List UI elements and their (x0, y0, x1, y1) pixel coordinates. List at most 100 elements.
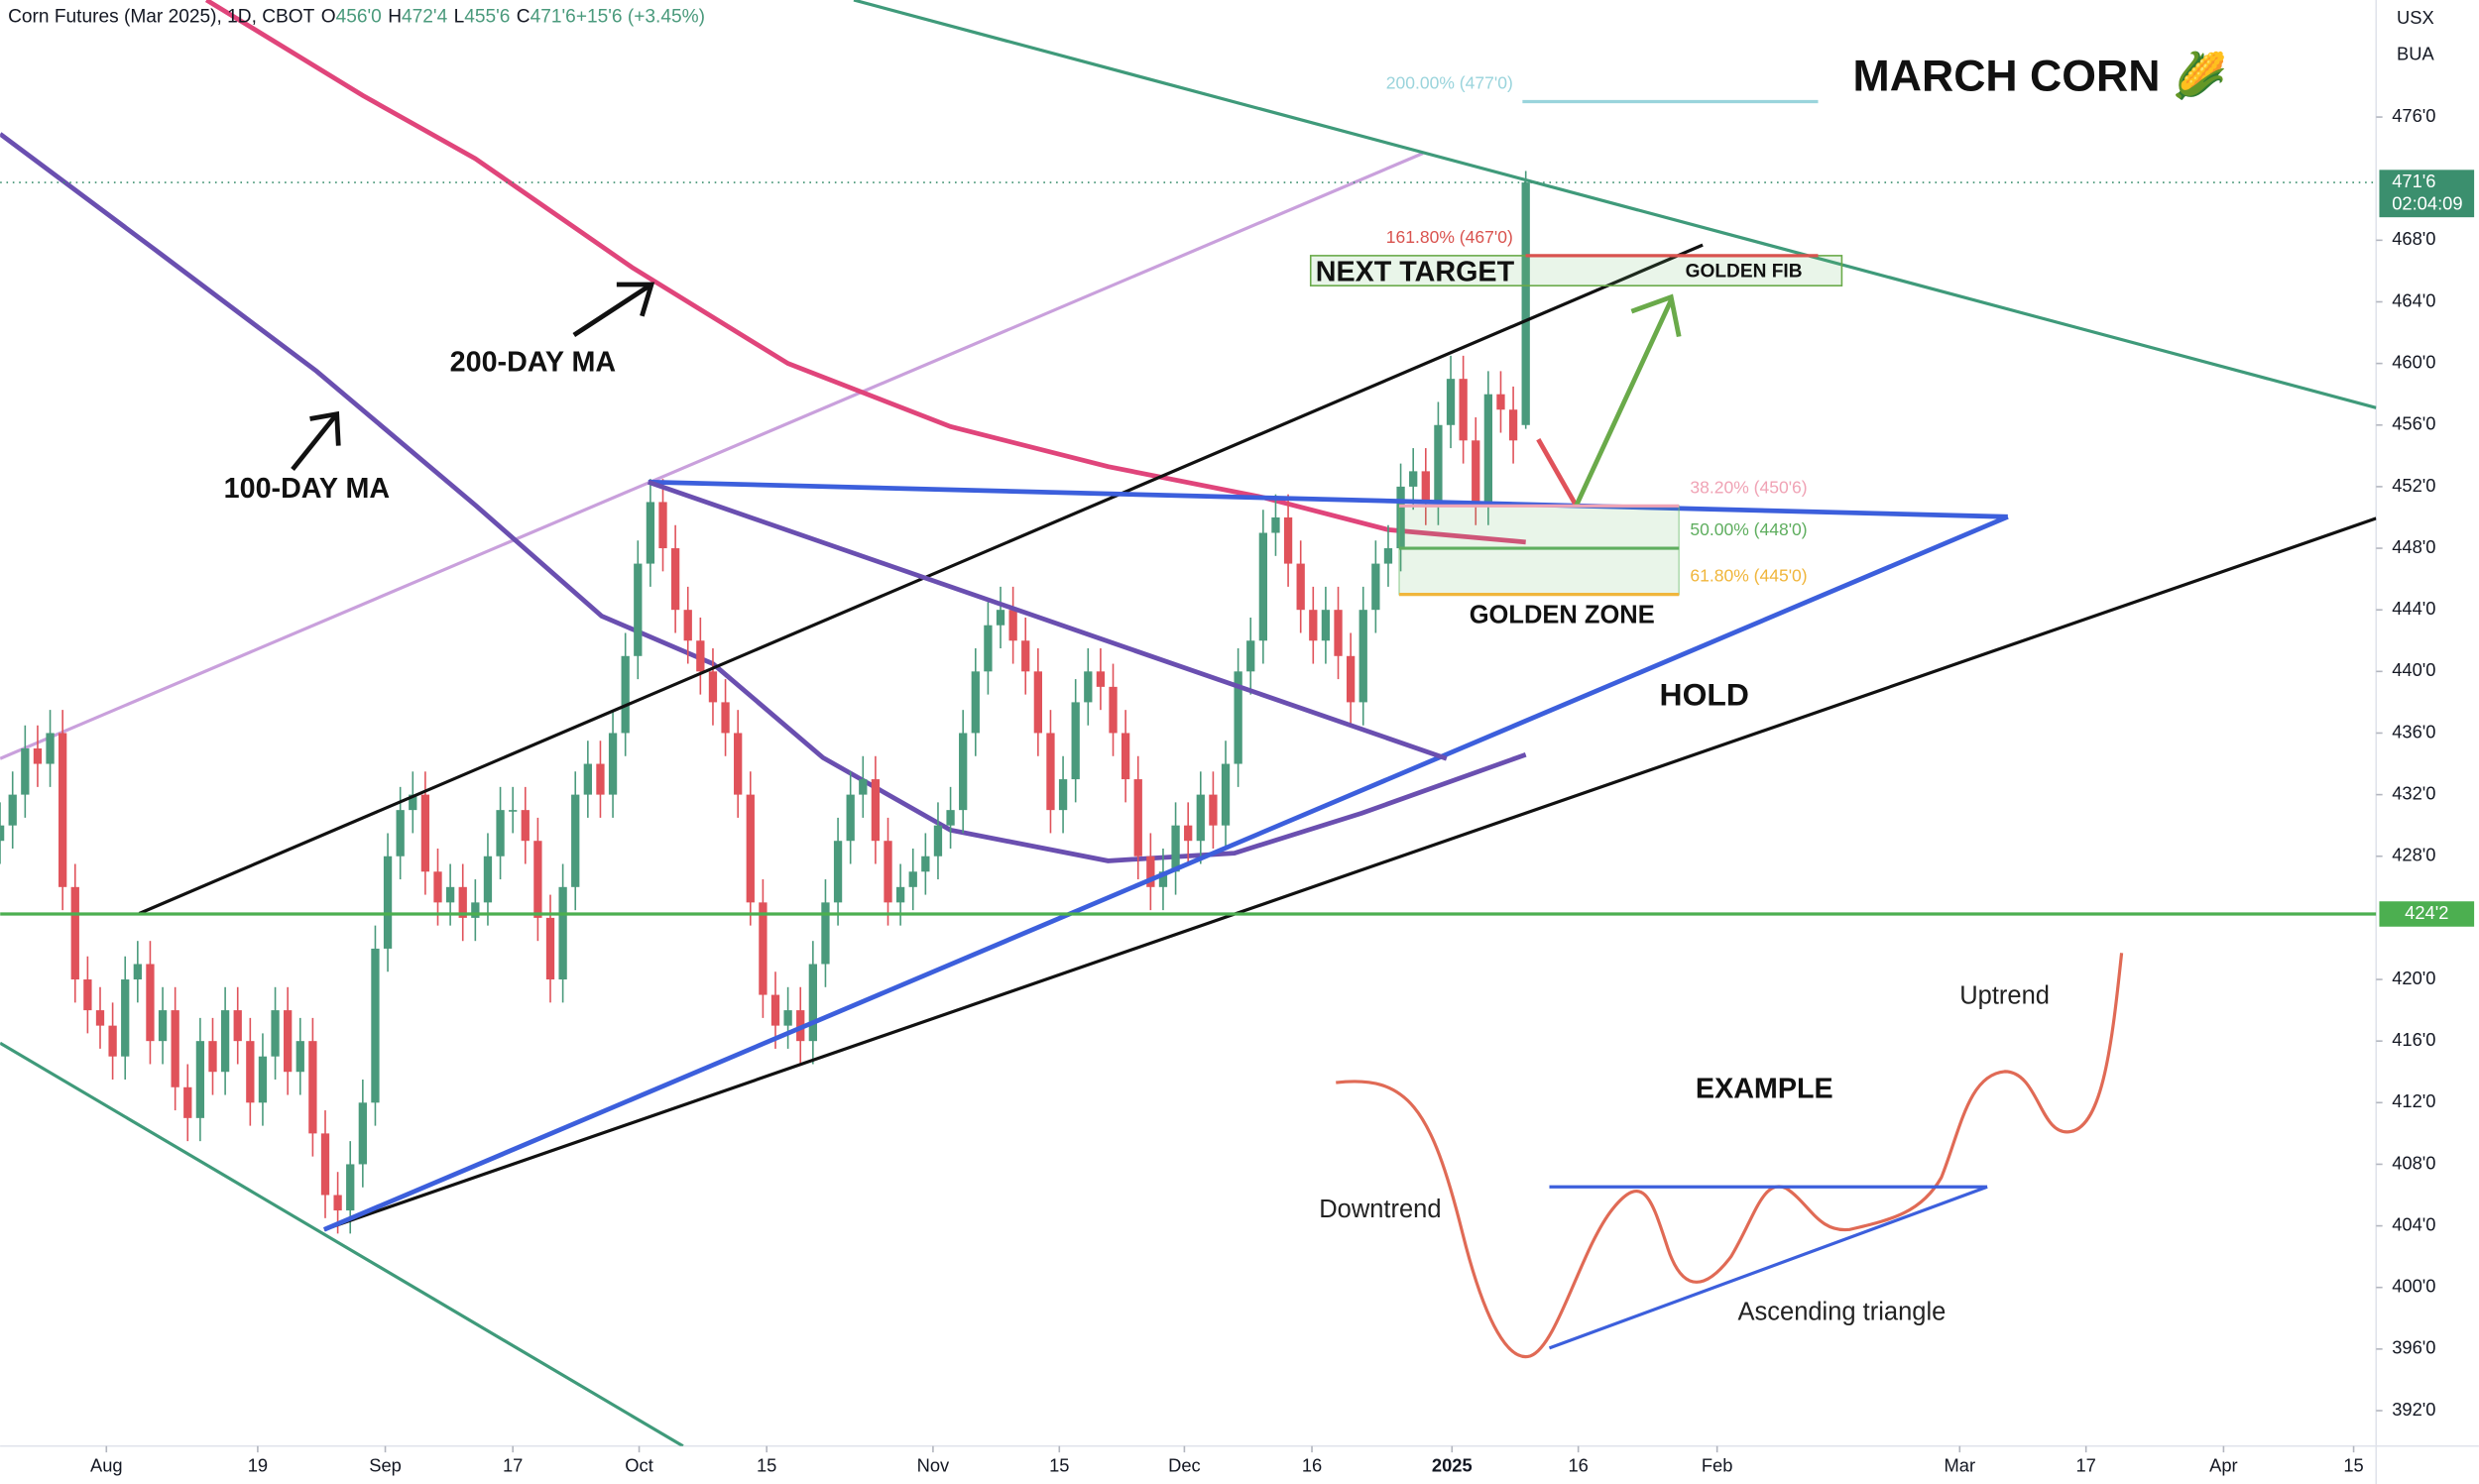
candle-body (533, 841, 542, 918)
candle-body (746, 794, 755, 903)
stat-value: 471'6 (531, 7, 576, 28)
ohlc: O456'0 H472'4 L455'6 C471'6+15'6 (+3.45%) (321, 7, 705, 28)
candle-body (108, 1025, 117, 1057)
candle-body (59, 733, 67, 887)
x-tick-label: Nov (917, 1454, 950, 1475)
arrow (291, 412, 339, 471)
candle-body (171, 1010, 179, 1087)
candle-body (208, 1041, 217, 1073)
candle-body (833, 841, 843, 903)
y-tick-label: 420'0 (2392, 968, 2435, 988)
annotation: GOLDEN FIB (1686, 261, 1803, 282)
arrow (1630, 293, 1682, 338)
candle-body (284, 1010, 293, 1073)
candle-body (0, 825, 5, 842)
countdown: 02:04:09 (2392, 192, 2462, 213)
candle-body (121, 979, 130, 1057)
candle-body (220, 1010, 230, 1073)
candle-body (146, 964, 155, 1042)
candle-body (1383, 548, 1393, 564)
candle-body (183, 1086, 192, 1118)
unit: BUA (2397, 44, 2434, 64)
candle-body (884, 841, 892, 903)
arrow (616, 282, 655, 317)
candle-body (333, 1195, 342, 1211)
stat-value: 455'6 (464, 7, 510, 28)
stat-key: C (517, 7, 531, 28)
candle-body (971, 671, 980, 734)
annotation: NEXT TARGET (1316, 256, 1515, 287)
candle-body (383, 856, 393, 949)
candle-body (1033, 671, 1042, 734)
candle-body (1084, 671, 1093, 703)
candle-body (496, 810, 505, 856)
x-tick-label: 17 (503, 1454, 523, 1475)
price-tag (2379, 170, 2475, 218)
x-tick-label: 2025 (1432, 1454, 1473, 1475)
price-tag-label: 424'2 (2405, 902, 2448, 923)
candle-body (158, 1010, 168, 1042)
moving-average (0, 132, 1527, 863)
candle-body (195, 1041, 205, 1118)
example-inset: EXAMPLE Downtrend Uptrend Ascending tria… (1299, 932, 2372, 1404)
candle-body (734, 733, 743, 795)
candle-body (420, 794, 430, 872)
candle-body (1496, 394, 1505, 410)
candle-body (1421, 471, 1430, 503)
y-tick-label: 444'0 (2392, 598, 2435, 619)
candle-body (859, 779, 868, 795)
x-tick-label: 15 (2343, 1454, 2363, 1475)
candle-body (458, 886, 467, 918)
x-tick-label: Sep (369, 1454, 402, 1475)
symbol: Corn Futures (Mar 2025), 1D, CBOT (8, 7, 315, 28)
candle-body (95, 1010, 105, 1026)
drawings (0, 181, 2377, 1232)
candle-body (1146, 856, 1155, 887)
candle-body (445, 886, 455, 903)
candle-body (821, 902, 830, 965)
candle-body (558, 886, 567, 980)
chart-title: MARCH CORN 🌽 (1853, 50, 2228, 101)
y-tick-label: 400'0 (2392, 1276, 2435, 1297)
example-label: Downtrend (1319, 1196, 1441, 1223)
moving-average (204, 0, 1526, 545)
candle-body (721, 702, 730, 734)
candle-body (658, 502, 667, 549)
candle-body (346, 1164, 355, 1211)
arrow (1574, 298, 1674, 508)
annotation: GOLDEN ZONE (1470, 601, 1655, 628)
ma-label: 200-DAY MA (450, 346, 616, 378)
annotation: HOLD (1660, 676, 1749, 712)
candle-body (308, 1041, 317, 1134)
x-tick-label: 15 (1049, 1454, 1069, 1475)
y-tick-label: 408'0 (2392, 1152, 2435, 1173)
stat-value: 472'4 (402, 7, 448, 28)
y-tick-label: 428'0 (2392, 845, 2435, 865)
x-tick-label: 15 (757, 1454, 776, 1475)
ma-label: 100-DAY MA (224, 473, 390, 505)
trendline (647, 479, 1448, 761)
x-tick-label: 17 (2075, 1454, 2095, 1475)
candle-body (634, 563, 643, 656)
fib-label: 61.80% (445'0) (1690, 566, 1807, 586)
price-tag (2379, 901, 2475, 927)
candle-body (1521, 182, 1530, 425)
trendline (853, 0, 2377, 409)
x-tick-label: Aug (90, 1454, 123, 1475)
candle-body (783, 1010, 792, 1026)
candle-body (571, 794, 580, 887)
header: Corn Futures (Mar 2025), 1D, CBOT O456'0 H… (8, 7, 705, 28)
y-tick-label: 404'0 (2392, 1213, 2435, 1234)
candle-body (1184, 825, 1193, 842)
candle-body (708, 671, 718, 703)
y-tick-label: 436'0 (2392, 721, 2435, 742)
candle-body (871, 779, 881, 842)
candle-body (1058, 779, 1068, 811)
plot (0, 0, 2377, 1446)
candles (0, 171, 1530, 1234)
candle-body (295, 1041, 304, 1073)
candle-body (670, 548, 680, 611)
x-tick-label: Dec (1168, 1454, 1201, 1475)
x-tick-label: Oct (625, 1454, 653, 1475)
